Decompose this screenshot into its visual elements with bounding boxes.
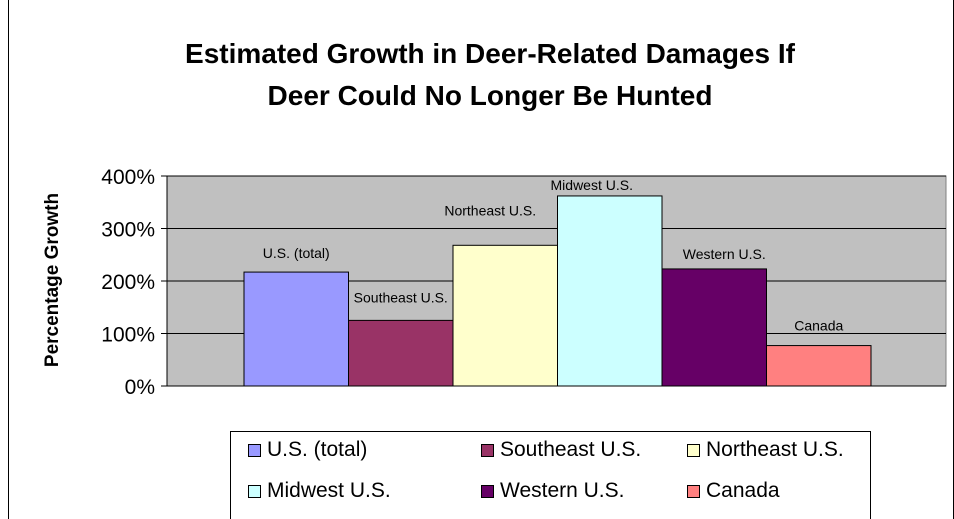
bar — [243, 271, 349, 387]
y-tick-label: 400% — [101, 166, 155, 189]
bar — [557, 195, 663, 387]
legend-swatch — [687, 443, 700, 457]
data-label: Northeast U.S. — [444, 202, 536, 218]
legend-label: Midwest U.S. — [267, 479, 391, 502]
legend-item: Southeast U.S. — [481, 438, 641, 462]
chart-title-line-1: Estimated Growth in Deer-Related Damages… — [185, 38, 796, 69]
data-label: U.S. (total) — [263, 245, 330, 261]
data-label: Southeast U.S. — [354, 289, 448, 305]
legend-item: Western U.S. — [481, 479, 624, 503]
plot-area: 0% 100% 200% 300% 400% U.S. (total) Southeast … — [101, 166, 947, 399]
legend-label: U.S. (total) — [267, 438, 368, 461]
chart-title-line-2: Deer Could No Longer Be Hunted — [268, 80, 713, 111]
legend-label: Western U.S. — [500, 479, 625, 502]
legend-item: Canada — [687, 479, 780, 503]
data-label: Midwest U.S. — [551, 177, 633, 193]
legend-swatch — [481, 484, 494, 498]
bar — [661, 268, 767, 387]
bar — [766, 345, 872, 387]
data-label: Western U.S. — [683, 246, 766, 262]
y-axis-label: Percentage Growth — [42, 193, 63, 367]
legend-swatch — [248, 484, 261, 498]
legend-item: U.S. (total) — [248, 438, 367, 462]
legend-item: Midwest U.S. — [248, 479, 391, 503]
bar — [452, 244, 558, 387]
legend-label: Canada — [706, 479, 780, 502]
legend-label: Southeast U.S. — [500, 438, 642, 461]
legend-item: Northeast U.S. — [687, 438, 844, 462]
legend-swatch — [481, 443, 494, 457]
data-label: Canada — [794, 318, 843, 334]
legend-swatch — [248, 443, 261, 457]
y-tick-label: 200% — [101, 271, 155, 294]
y-tick-label: 100% — [101, 324, 155, 347]
legend-swatch — [687, 484, 700, 498]
bar — [348, 319, 454, 387]
y-tick-label: 0% — [125, 376, 155, 399]
legend: U.S. (total) Southeast U.S. Northeast U.S.… — [230, 431, 871, 519]
y-tick-label: 300% — [101, 219, 155, 242]
legend-label: Northeast U.S. — [706, 438, 844, 461]
